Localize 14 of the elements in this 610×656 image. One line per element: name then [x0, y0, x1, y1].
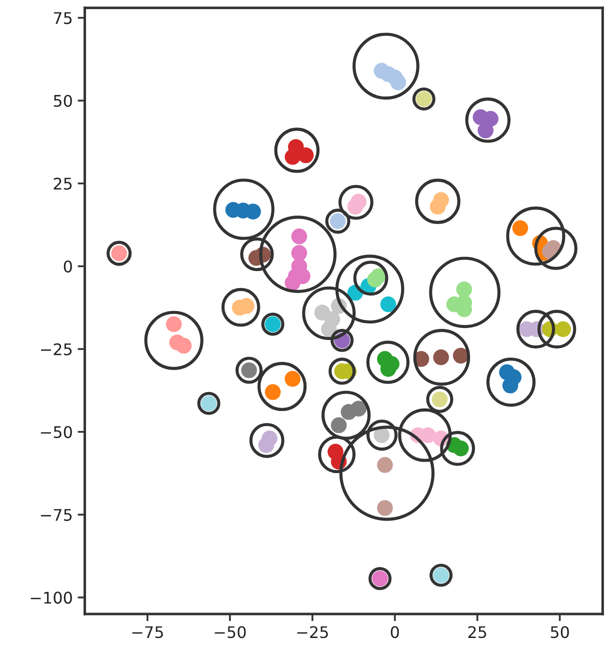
y-tick-label: 75	[54, 12, 72, 24]
y-tick-label: −100	[30, 592, 72, 604]
x-tick-label: 0	[390, 626, 399, 638]
x-tick-label: −50	[214, 626, 246, 638]
x-tick-label: 50	[550, 626, 569, 638]
y-tick-label: 0	[64, 260, 72, 273]
x-tick-label: 25	[468, 626, 486, 638]
x-tick-label: −25	[297, 626, 328, 638]
y-tick-label: 25	[54, 178, 72, 190]
y-tick-label: −75	[40, 509, 72, 521]
y-tick-label: −50	[40, 426, 72, 438]
y-tick-label: −25	[40, 343, 72, 356]
y-tick-label: 50	[54, 94, 72, 107]
x-tick-label: −75	[132, 626, 163, 638]
